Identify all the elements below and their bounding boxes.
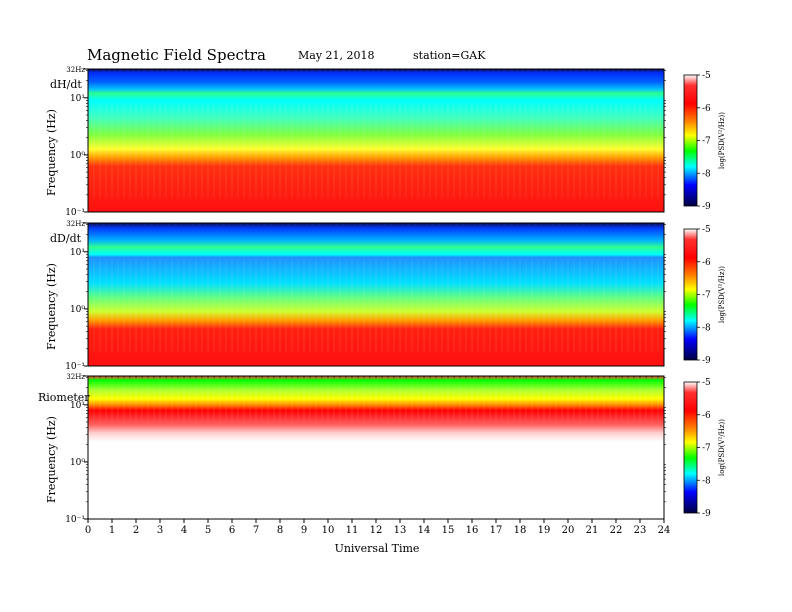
y-tick-label: 10⁻¹ — [65, 362, 85, 372]
x-tick-label: 5 — [205, 525, 211, 536]
x-tick-label: 15 — [442, 525, 455, 536]
colorbar — [683, 381, 698, 514]
x-tick-label: 8 — [277, 525, 283, 536]
y-tick-label: 32Hz — [66, 66, 85, 74]
x-tick-label: 24 — [658, 525, 671, 536]
y-tick-label: 32Hz — [66, 220, 85, 228]
spectrogram-panel-2: 32Hz 10¹ 10⁰ 10⁻¹ dD/dt Frequency (Hz) -5 -6 -7 -… — [45, 220, 726, 372]
colorbar-tick-label: -6 — [702, 104, 711, 114]
colorbar-label: log(PSD(V²/Hz)) — [718, 419, 726, 476]
x-tick-label: 14 — [418, 525, 431, 536]
y-tick-label: 10⁰ — [70, 305, 85, 315]
x-tick-label: 13 — [394, 525, 407, 536]
colorbar-tick-label: -9 — [702, 509, 711, 519]
x-tick-label: 11 — [346, 525, 359, 536]
colorbar — [683, 74, 698, 207]
y-tick-label: 10¹ — [70, 401, 85, 411]
colorbar-tick-label: -6 — [702, 258, 711, 268]
x-tick-label: 6 — [229, 525, 235, 536]
x-tick-label: 3 — [157, 525, 163, 536]
colorbar-tick-label: -8 — [702, 323, 711, 333]
y-axis-label: Frequency (Hz) — [45, 416, 58, 503]
spectrogram-panels: 32Hz 10¹ 10⁰ 10⁻¹ dH/dt Frequency (Hz) -5 -6 -7 -… — [38, 66, 726, 525]
colorbar — [683, 228, 698, 361]
panel-label: Riometer — [38, 391, 90, 404]
colorbar-tick-label: -9 — [702, 356, 711, 366]
x-tick-label: 1 — [109, 525, 115, 536]
colorbar-label: log(PSD(V²/Hz)) — [718, 266, 726, 323]
y-tick-label: 10⁰ — [70, 458, 85, 468]
spectrogram-image — [88, 223, 664, 366]
x-tick-label: 0 — [85, 525, 91, 536]
x-tick-label: 18 — [514, 525, 527, 536]
y-tick-label: 32Hz — [66, 373, 85, 381]
panel-label: dD/dt — [50, 232, 82, 245]
x-tick-label: 17 — [490, 525, 503, 536]
spectrogram-image — [88, 69, 664, 212]
y-axis-label: Frequency (Hz) — [45, 263, 58, 350]
colorbar-tick-label: -6 — [702, 411, 711, 421]
x-tick-label: 22 — [610, 525, 623, 536]
colorbar-tick-label: -9 — [702, 202, 711, 212]
spectrogram-image — [88, 376, 664, 519]
y-tick-label: 10⁻¹ — [65, 515, 85, 525]
x-axis-label: Universal Time — [335, 542, 420, 555]
station-label: station=GAK — [413, 49, 486, 62]
spectrogram-panel-1: 32Hz 10¹ 10⁰ 10⁻¹ dH/dt Frequency (Hz) -5 -6 -7 -… — [45, 66, 726, 218]
x-tick-label: 2 — [133, 525, 139, 536]
figure-title: Magnetic Field Spectra — [87, 46, 266, 64]
colorbar-tick-label: -5 — [702, 225, 711, 235]
x-tick-label: 23 — [634, 525, 647, 536]
colorbar-tick-label: -8 — [702, 476, 711, 486]
x-tick-label: 12 — [370, 525, 383, 536]
x-tick-label: 20 — [562, 525, 575, 536]
date-label: May 21, 2018 — [298, 49, 375, 62]
y-tick-label: 10¹ — [70, 94, 85, 104]
x-tick-label: 4 — [181, 525, 187, 536]
colorbar-tick-label: -7 — [702, 444, 711, 454]
x-tick-label: 7 — [253, 525, 259, 536]
y-axis-label: Frequency (Hz) — [45, 109, 58, 196]
x-tick-label: 10 — [322, 525, 335, 536]
x-tick-label: 21 — [586, 525, 599, 536]
time-axis: 0 1 2 3 4 5 6 7 8 9 10 11 12 13 14 15 16 17 18 19 20 21 22 23 24 — [85, 519, 671, 536]
colorbar-tick-label: -7 — [702, 291, 711, 301]
colorbar-tick-label: -8 — [702, 169, 711, 179]
spectrogram-panel-3: 32Hz 10¹ 10⁰ 10⁻¹ Riometer Frequency (Hz) -5 -6… — [38, 373, 726, 525]
colorbar-tick-label: -5 — [702, 71, 711, 81]
x-tick-label: 16 — [466, 525, 479, 536]
colorbar-tick-label: -7 — [702, 137, 711, 147]
colorbar-label: log(PSD(V²/Hz)) — [718, 112, 726, 169]
panel-label: dH/dt — [50, 78, 82, 91]
colorbar-tick-label: -5 — [702, 378, 711, 388]
y-tick-label: 10⁻¹ — [65, 208, 85, 218]
x-tick-label: 9 — [301, 525, 307, 536]
y-tick-label: 10⁰ — [70, 151, 85, 161]
y-tick-label: 10¹ — [70, 248, 85, 258]
x-tick-label: 19 — [538, 525, 551, 536]
